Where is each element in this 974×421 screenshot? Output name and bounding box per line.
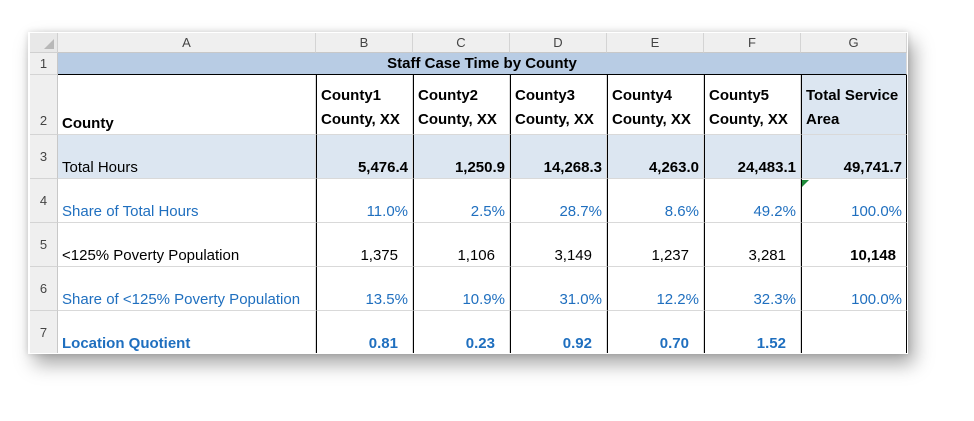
county4-header[interactable]: County4 County, XX (607, 75, 704, 135)
row-header-7[interactable]: 7 (30, 311, 58, 353)
row-header-2[interactable]: 2 (30, 75, 58, 135)
county4-state: County, XX (612, 111, 691, 128)
column-header-f[interactable]: F (704, 33, 801, 53)
total-header-line2: Area (806, 111, 840, 128)
poverty-county1[interactable]: 1,375 (316, 223, 413, 267)
share-hours-county1[interactable]: 11.0% (316, 179, 413, 223)
poverty-total[interactable]: 10,148 (801, 223, 907, 267)
county3-name: County3 (515, 87, 575, 104)
county3-state: County, XX (515, 111, 594, 128)
county5-header[interactable]: County5 County, XX (704, 75, 801, 135)
county5-state: County, XX (709, 111, 788, 128)
row-label-share-total-hours[interactable]: Share of Total Hours (58, 179, 316, 223)
share-poverty-county4[interactable]: 12.2% (607, 267, 704, 311)
row-label-share-poverty[interactable]: Share of <125% Poverty Population (58, 267, 316, 311)
total-hours-county3[interactable]: 14,268.3 (510, 135, 607, 179)
total-hours-county5[interactable]: 24,483.1 (704, 135, 801, 179)
county1-name: County1 (321, 87, 381, 104)
lq-county3[interactable]: 0.92 (510, 311, 607, 353)
column-header-g[interactable]: G (801, 33, 907, 53)
share-poverty-county5[interactable]: 32.3% (704, 267, 801, 311)
column-header-c[interactable]: C (413, 33, 510, 53)
poverty-county5[interactable]: 3,281 (704, 223, 801, 267)
county3-header[interactable]: County3 County, XX (510, 75, 607, 135)
total-hours-county4[interactable]: 4,263.0 (607, 135, 704, 179)
county2-state: County, XX (418, 111, 497, 128)
total-hours-county2[interactable]: 1,250.9 (413, 135, 510, 179)
share-poverty-county3[interactable]: 31.0% (510, 267, 607, 311)
share-poverty-county2[interactable]: 10.9% (413, 267, 510, 311)
lq-county4[interactable]: 0.70 (607, 311, 704, 353)
error-indicator-icon (802, 180, 809, 187)
column-header-b[interactable]: B (316, 33, 413, 53)
lq-county5[interactable]: 1.52 (704, 311, 801, 353)
county1-header[interactable]: County1 County, XX (316, 75, 413, 135)
county5-name: County5 (709, 87, 769, 104)
row-header-6[interactable]: 6 (30, 267, 58, 311)
share-hours-total[interactable]: 100.0% (801, 179, 907, 223)
poverty-county2[interactable]: 1,106 (413, 223, 510, 267)
spreadsheet: A B C D E F G 1 2 3 4 5 6 7 Staff Case T… (30, 33, 907, 353)
row-header-5[interactable]: 5 (30, 223, 58, 267)
table-title[interactable]: Staff Case Time by County (58, 53, 907, 75)
lq-county1[interactable]: 0.81 (316, 311, 413, 353)
share-hours-county5[interactable]: 49.2% (704, 179, 801, 223)
county2-name: County2 (418, 87, 478, 104)
share-poverty-total[interactable]: 100.0% (801, 267, 907, 311)
row-label-location-quotient[interactable]: Location Quotient (58, 311, 316, 353)
lq-total[interactable] (801, 311, 907, 353)
county2-header[interactable]: County2 County, XX (413, 75, 510, 135)
share-hours-county3[interactable]: 28.7% (510, 179, 607, 223)
row-label-total-hours[interactable]: Total Hours (58, 135, 316, 179)
column-header-e[interactable]: E (607, 33, 704, 53)
column-header-d[interactable]: D (510, 33, 607, 53)
share-poverty-county1[interactable]: 13.5% (316, 267, 413, 311)
total-header-line1: Total Service (806, 87, 899, 104)
select-all-icon (44, 39, 54, 49)
total-hours-county1[interactable]: 5,476.4 (316, 135, 413, 179)
share-hours-county4[interactable]: 8.6% (607, 179, 704, 223)
share-hours-county2[interactable]: 2.5% (413, 179, 510, 223)
select-all-corner[interactable] (30, 33, 58, 53)
county4-name: County4 (612, 87, 672, 104)
column-header-a[interactable]: A (58, 33, 316, 53)
total-service-area-header[interactable]: Total Service Area (801, 75, 907, 135)
poverty-county3[interactable]: 3,149 (510, 223, 607, 267)
county1-state: County, XX (321, 111, 400, 128)
row-header-1[interactable]: 1 (30, 53, 58, 75)
row-label-poverty-population[interactable]: <125% Poverty Population (58, 223, 316, 267)
poverty-county4[interactable]: 1,237 (607, 223, 704, 267)
lq-county2[interactable]: 0.23 (413, 311, 510, 353)
row-header-3[interactable]: 3 (30, 135, 58, 179)
total-hours-total[interactable]: 49,741.7 (801, 135, 907, 179)
county-header[interactable]: County (58, 75, 316, 135)
row-header-4[interactable]: 4 (30, 179, 58, 223)
